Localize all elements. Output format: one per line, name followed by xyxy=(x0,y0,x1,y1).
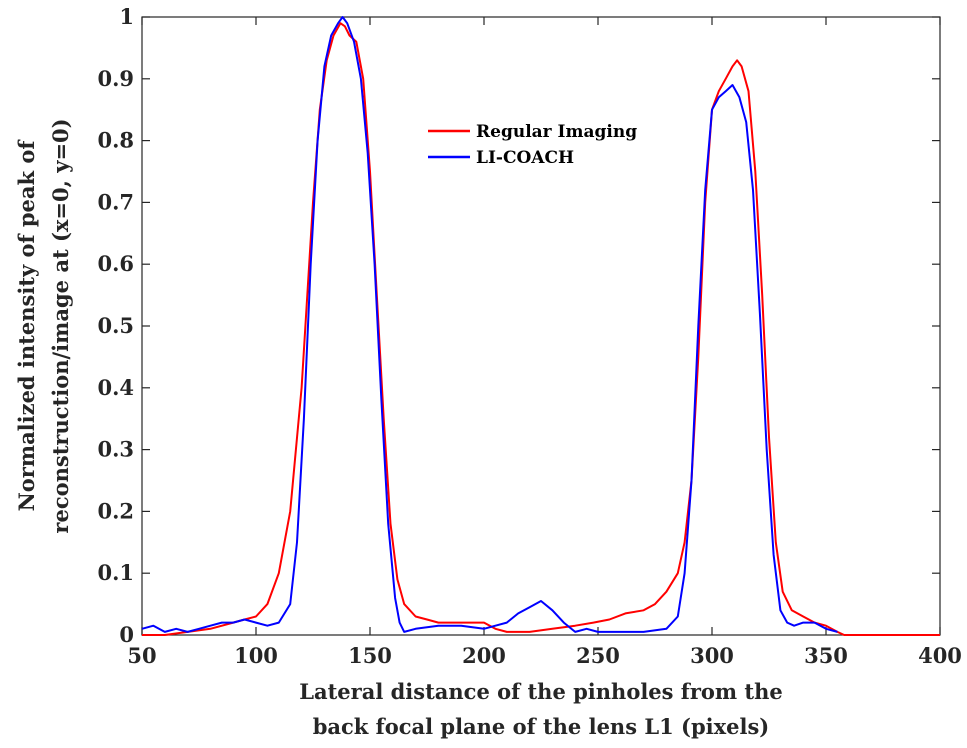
y-axis-title-line-2: reconstruction/image at (x=0, y=0) xyxy=(48,118,73,533)
x-axis-title-line-1: Lateral distance of the pinholes from th… xyxy=(299,679,783,704)
series-line-regular-imaging xyxy=(142,22,940,636)
x-tick-label: 300 xyxy=(690,643,734,668)
y-tick-label: 0.1 xyxy=(97,560,134,585)
x-tick-label: 350 xyxy=(804,643,848,668)
legend-label-li-coach: LI-COACH xyxy=(476,148,574,168)
plot-frame xyxy=(141,16,941,636)
y-tick-label: 0.6 xyxy=(97,251,134,276)
x-tick-label: 50 xyxy=(127,643,156,668)
x-tick-label: 150 xyxy=(348,643,392,668)
y-tick-labels: 0 0.1 0.2 0.3 0.4 0.5 0.6 0.7 0.8 0.9 1 xyxy=(97,4,134,647)
y-axis-title-line-1: Normalized intensity of peak of xyxy=(14,139,39,512)
y-tick-label: 0.2 xyxy=(97,498,134,523)
y-tick-label: 1 xyxy=(119,4,134,29)
x-axis-title-line-2: back focal plane of the lens L1 (pixels) xyxy=(313,714,770,739)
y-tick-label: 0.5 xyxy=(97,313,134,338)
legend-label-regular-imaging: Regular Imaging xyxy=(476,122,637,142)
x-tick-label: 200 xyxy=(462,643,506,668)
series-line-li-coach xyxy=(141,16,838,633)
y-tick-label: 0.8 xyxy=(97,128,134,153)
x-tick-label: 100 xyxy=(234,643,278,668)
y-tick-label: 0.4 xyxy=(97,375,134,400)
ticks xyxy=(141,16,941,636)
series-layer xyxy=(141,16,940,636)
x-tick-label: 250 xyxy=(576,643,620,668)
y-tick-label: 0.7 xyxy=(97,189,134,214)
y-tick-label: 0.3 xyxy=(97,437,134,462)
x-tick-label: 400 xyxy=(918,643,962,668)
legend: Regular Imaging LI-COACH xyxy=(428,122,637,168)
y-tick-label: 0 xyxy=(119,622,134,647)
x-tick-labels: 50 100 150 200 250 300 350 400 xyxy=(127,643,962,668)
y-tick-label: 0.9 xyxy=(97,66,134,91)
